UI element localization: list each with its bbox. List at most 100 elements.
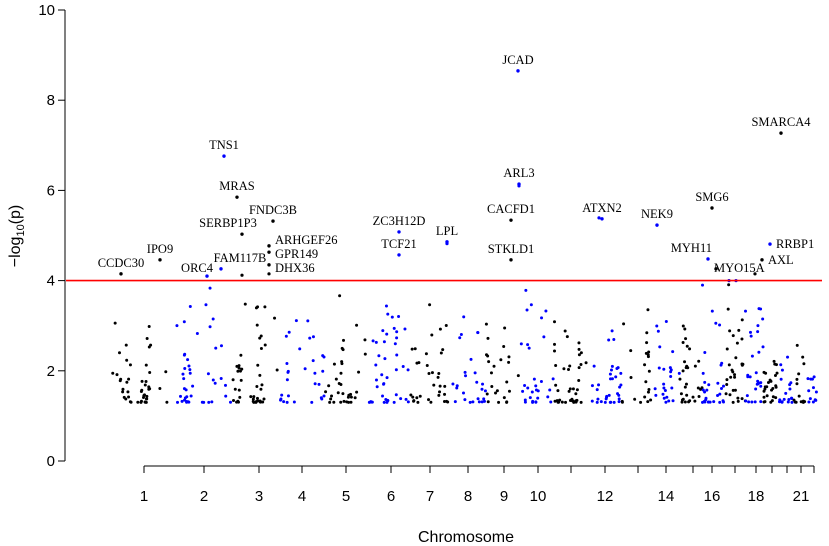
snp-point — [403, 327, 407, 331]
snp-point — [287, 330, 291, 334]
snp-point — [337, 381, 341, 385]
snp-point — [252, 395, 256, 399]
snp-point — [294, 319, 298, 323]
hit-point-tns1 — [222, 154, 226, 158]
snp-point — [374, 378, 378, 382]
snp-point — [468, 400, 472, 404]
snp-point — [346, 395, 350, 399]
snp-point — [213, 381, 217, 385]
snp-point — [802, 362, 806, 366]
snp-point — [438, 384, 442, 388]
snp-point — [355, 323, 359, 327]
snp-point — [521, 389, 525, 393]
snp-point — [144, 363, 148, 367]
hit-point-fam117b — [219, 267, 223, 271]
snp-point — [463, 398, 467, 402]
snp-point — [395, 353, 399, 357]
x-axis: 1 2 3 4 5 6 7 8 9 10 12 14 16 18 21 — [140, 465, 815, 505]
snp-point — [544, 309, 548, 313]
snp-point — [224, 394, 228, 398]
snp-point — [507, 389, 511, 393]
snp-point — [571, 387, 575, 391]
x-tick-label: 6 — [387, 488, 395, 505]
snp-point — [113, 321, 117, 325]
snp-point — [342, 399, 346, 403]
x-tick-label: 16 — [704, 488, 721, 505]
snp-point — [329, 397, 333, 401]
snp-point — [306, 319, 310, 323]
snp-point — [188, 368, 192, 372]
gene-label-tcf21: TCF21 — [381, 237, 416, 251]
snp-point — [211, 378, 215, 382]
snp-point — [595, 388, 599, 392]
snp-point — [519, 342, 523, 346]
snp-point — [669, 370, 673, 374]
snp-point — [145, 337, 149, 341]
snp-point — [780, 368, 784, 372]
snp-point — [663, 388, 667, 392]
snp-point — [658, 345, 662, 349]
snp-point — [774, 363, 778, 367]
snp-point — [516, 374, 520, 378]
snp-point — [207, 400, 211, 404]
snp-point — [683, 327, 687, 331]
gene-label-tns1: TNS1 — [209, 138, 239, 152]
snp-point — [495, 389, 499, 393]
x-tick-label: 3 — [255, 488, 263, 505]
snp-point — [701, 283, 704, 287]
snp-point — [240, 367, 244, 371]
snp-point — [647, 369, 651, 373]
snp-point — [612, 400, 616, 404]
snp-point — [340, 360, 344, 364]
snp-point — [476, 397, 480, 401]
snp-point — [430, 333, 434, 337]
snp-point — [746, 375, 750, 379]
snp-point — [462, 315, 466, 319]
snp-point — [121, 387, 125, 391]
snp-point — [243, 302, 247, 306]
snp-point — [341, 348, 345, 352]
snp-point — [748, 375, 752, 379]
snp-point — [577, 378, 581, 382]
snp-point — [716, 381, 720, 385]
snp-point — [664, 400, 668, 404]
snp-point — [338, 294, 342, 298]
snp-point — [380, 373, 384, 377]
snp-point — [766, 381, 770, 385]
snp-point — [814, 398, 818, 402]
snp-point — [321, 369, 325, 373]
snp-point — [733, 373, 737, 377]
snp-point — [765, 394, 769, 398]
snp-point — [381, 329, 385, 333]
hit-point-jcad — [516, 69, 520, 73]
snp-point — [756, 382, 760, 386]
snp-point — [584, 361, 588, 365]
snp-point — [553, 349, 556, 353]
snp-point — [394, 393, 398, 397]
snp-point — [740, 362, 744, 366]
snp-point — [693, 399, 697, 403]
snp-point — [633, 397, 637, 401]
snp-point — [759, 381, 763, 385]
snp-point — [395, 330, 399, 334]
snp-point — [556, 389, 560, 393]
gene-label-arl3: ARL3 — [503, 166, 534, 180]
snp-point — [298, 347, 302, 351]
snp-point — [357, 370, 361, 374]
snp-point — [485, 392, 489, 396]
gene-label-mras: MRAS — [219, 179, 254, 193]
snp-point — [191, 384, 195, 388]
snp-point — [734, 356, 738, 360]
snp-point — [285, 400, 289, 404]
snp-point — [756, 324, 760, 328]
snp-point — [664, 319, 668, 323]
hit-point-stkld1 — [509, 258, 513, 262]
snp-point — [684, 337, 688, 341]
snp-point — [744, 309, 747, 313]
gene-label-myo15a: MYO15A — [714, 261, 765, 275]
snp-point — [530, 390, 534, 394]
snp-point — [731, 400, 735, 404]
snp-point — [523, 398, 527, 402]
snp-point — [303, 367, 307, 371]
snp-point — [263, 305, 267, 309]
